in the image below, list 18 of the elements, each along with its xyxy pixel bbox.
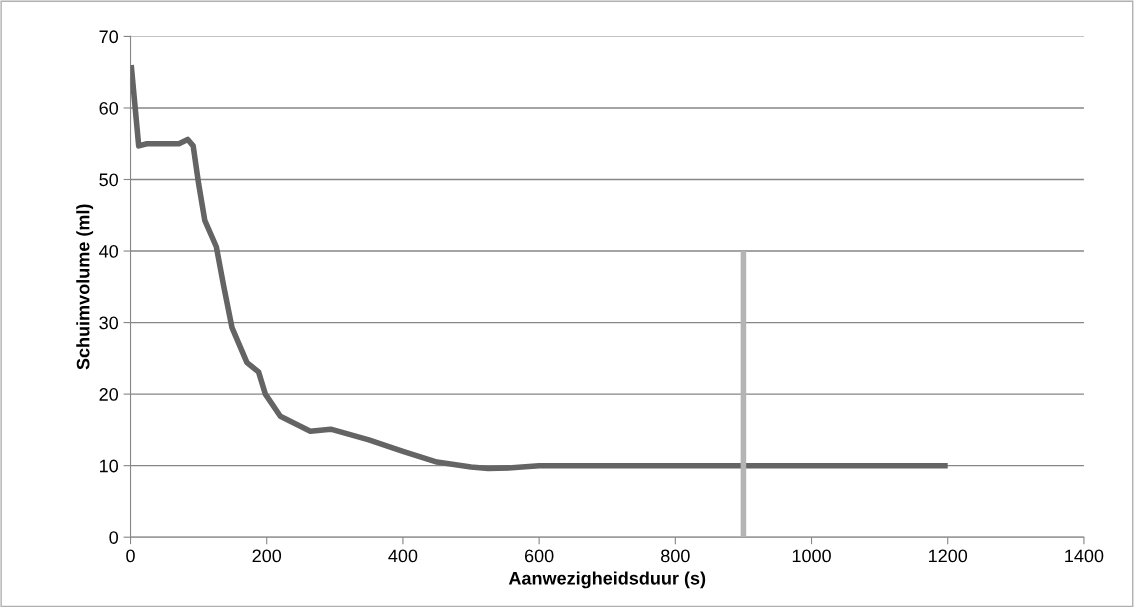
x-tick-label: 200: [252, 549, 282, 563]
y-tick-label: 40: [99, 244, 119, 258]
x-tick-label: 1000: [792, 549, 831, 563]
x-tick-label: 400: [388, 549, 418, 563]
y-tick-label: 20: [99, 388, 119, 401]
y-tick-label: 60: [99, 101, 119, 115]
y-tick-label: 30: [99, 316, 119, 330]
x-tick-label: 800: [661, 549, 690, 563]
y-tick-label: 70: [99, 30, 119, 44]
y-tick-label: 50: [99, 173, 119, 187]
x-tick-label: 1200: [929, 549, 968, 563]
x-tick-label: 0: [126, 549, 135, 563]
x-axis-title: Aanwezigheidsduur (s): [508, 571, 706, 589]
y-tick-label: 10: [100, 459, 119, 473]
y-tick-label: 0: [109, 531, 119, 544]
x-tick-label: 1400: [1065, 549, 1104, 563]
y-axis-title: Schuimvolume (ml): [76, 204, 94, 370]
x-tick-label: 600: [524, 549, 554, 563]
